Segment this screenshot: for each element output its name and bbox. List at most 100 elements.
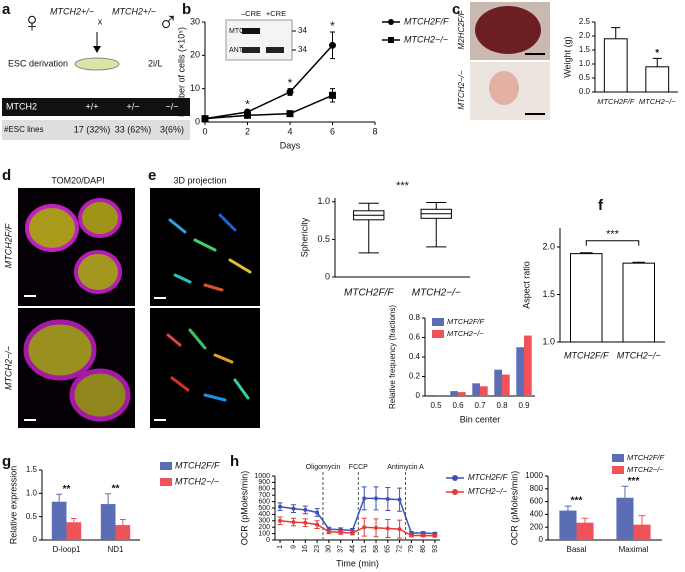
panel-letter: g <box>2 453 11 470</box>
panel-letter: h <box>230 453 239 470</box>
marker <box>326 529 331 534</box>
y-tick-label: 0.2 <box>409 372 421 381</box>
marker <box>338 530 343 535</box>
legend-label: MTCH2F/F <box>468 473 509 482</box>
marker <box>432 533 437 538</box>
significance: * <box>330 19 335 33</box>
y-tick-label: 100 <box>258 530 270 537</box>
legend-swatch <box>432 318 444 326</box>
marker <box>397 497 402 502</box>
marker <box>385 526 390 531</box>
legend-label: MTCH2−/− <box>404 34 448 44</box>
female-symbol: ♀ <box>22 6 43 37</box>
bar <box>576 522 594 540</box>
panel-letter: e <box>148 167 156 184</box>
bar <box>633 524 651 540</box>
x-tick-label: 0.8 <box>496 401 508 410</box>
x-tick-label: 0.7 <box>474 401 486 410</box>
y-axis-label: Sphericity <box>299 217 309 257</box>
bar <box>428 395 436 396</box>
error-bar <box>632 261 646 264</box>
dish <box>74 57 120 71</box>
band <box>266 47 284 53</box>
legend-label: MTCH2F/F <box>175 460 220 470</box>
y-tick-label: 0.5 <box>317 234 330 244</box>
marker <box>362 496 367 501</box>
x-tick-label: 1 <box>277 545 284 549</box>
legend-label: MTCH2F/F <box>447 317 484 326</box>
row-label: MTCH2F/F <box>3 223 13 268</box>
legend-marker <box>452 489 458 495</box>
x-axis-label: Bin center <box>460 414 501 424</box>
y-tick-label: 10 <box>190 83 200 93</box>
y-axis-label: Relative expression <box>8 466 18 545</box>
marker <box>303 507 308 512</box>
y-tick-label: 1.0 <box>26 488 38 497</box>
micrograph <box>150 308 260 428</box>
marker <box>315 522 320 527</box>
table-cell: 17 (32%) <box>74 124 111 134</box>
series-line <box>204 94 333 120</box>
y-tick-label: 1.5 <box>579 45 591 54</box>
cell <box>69 368 131 422</box>
marker <box>278 518 283 523</box>
panel-letter: a <box>2 1 11 18</box>
tissue <box>489 71 519 105</box>
table-cell: +/− <box>126 101 139 111</box>
marker <box>315 510 320 515</box>
mitochondria <box>166 213 252 402</box>
legend-label: MTCH2−/− <box>175 476 219 486</box>
x-tick-label: ND1 <box>107 545 124 554</box>
y-tick-label: 800 <box>530 484 544 493</box>
x-tick-label: 0.6 <box>452 401 464 410</box>
legend-swatch <box>612 466 624 474</box>
x-tick-label: 93 <box>432 545 439 553</box>
legend-label: MTCH2−/− <box>447 329 484 338</box>
y-tick-label: 0.4 <box>409 352 421 361</box>
band <box>242 47 260 53</box>
panel-letter: d <box>2 167 11 184</box>
x-tick-label: 8 <box>372 126 377 136</box>
blot <box>225 19 293 61</box>
x-tick-label: 30 <box>326 545 333 553</box>
marker <box>362 525 367 530</box>
error-bar <box>621 485 629 498</box>
table-header <box>2 98 190 116</box>
bar <box>645 66 670 93</box>
event-label: Antimycin A <box>387 464 424 471</box>
y-tick-label: 200 <box>258 524 270 531</box>
y-tick-label: 1.0 <box>579 59 591 68</box>
x-axis-label: Days <box>280 140 301 150</box>
y-tick-label: 0 <box>195 116 200 126</box>
marker <box>385 497 390 502</box>
bar <box>450 391 458 396</box>
y-tick-label: 0 <box>33 535 38 544</box>
band <box>242 28 260 34</box>
event-label: Oligomycin <box>306 464 341 471</box>
marker <box>329 91 336 99</box>
table-cell: 3(6%) <box>160 124 184 134</box>
y-axis-label: Relative frequency (fractions) <box>388 305 397 409</box>
y-tick-label: 800 <box>258 486 270 493</box>
legend-marker <box>388 37 394 43</box>
marker <box>291 506 296 511</box>
protein-label: MTCH2 <box>229 28 253 35</box>
marker <box>303 520 308 525</box>
legend-swatch <box>160 462 172 470</box>
bar <box>480 386 488 396</box>
x-tick-label: MTCH2F/F <box>597 97 634 106</box>
x-tick-label: MTCH2F/F <box>344 288 394 299</box>
marker <box>329 41 336 49</box>
y-tick-label: 2.0 <box>579 31 591 40</box>
significance: * <box>655 48 659 59</box>
marker <box>278 504 283 509</box>
y-tick-label: 2.5 <box>579 17 591 26</box>
cell <box>25 204 79 252</box>
bar <box>51 501 67 540</box>
bar <box>516 347 524 396</box>
arrow-head <box>93 46 101 53</box>
y-tick-label: 1000 <box>254 473 270 480</box>
table-cell: #ESC lines <box>4 125 44 134</box>
error-bar <box>652 57 662 67</box>
legend-marker <box>388 19 394 25</box>
